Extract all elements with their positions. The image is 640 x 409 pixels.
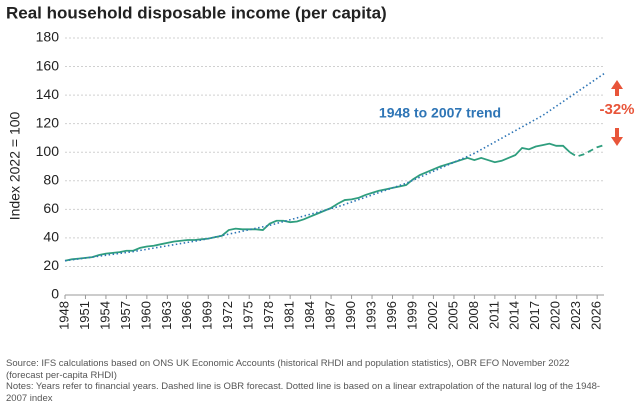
x-tick-label: 1969 [200, 301, 215, 330]
x-tick-label: 1993 [363, 301, 378, 330]
x-tick-label: 2026 [589, 301, 604, 330]
annotation: -32% [599, 101, 634, 118]
x-tick-label: 1957 [118, 301, 133, 330]
x-tick-label: 1996 [384, 301, 399, 330]
x-tick-label: 1954 [97, 301, 112, 330]
x-tick-label: 2023 [568, 301, 583, 330]
x-tick-label: 1978 [261, 301, 276, 330]
x-tick-label: 2017 [527, 301, 542, 330]
chart-title: Real household disposable income (per ca… [6, 3, 387, 22]
arrows [611, 80, 623, 146]
x-tick-label: 1981 [282, 301, 297, 330]
x-tick-label: 2002 [425, 301, 440, 330]
y-tick-label: 100 [36, 143, 60, 159]
annotation: 1948 to 2007 trend [379, 105, 501, 121]
y-tick-label: 0 [51, 286, 59, 302]
x-tick-label: 1987 [323, 301, 338, 330]
y-tick-label: 140 [36, 86, 60, 102]
chart: Real household disposable income (per ca… [6, 3, 635, 330]
x-tick-label: 1972 [220, 301, 235, 330]
y-tick-label: 60 [43, 200, 59, 216]
x-tick-label: 1975 [241, 301, 256, 330]
notes: Source: IFS calculations based on ONS UK… [6, 358, 606, 404]
x-tick-label: 2008 [466, 301, 481, 330]
x-tick-label: 1966 [179, 301, 194, 330]
x-tick-label: 1960 [138, 301, 153, 330]
x-tick-label: 1990 [343, 301, 358, 330]
notes-note: Notes: Years refer to financial years. D… [6, 381, 601, 404]
x-tick-label: 2014 [507, 301, 522, 330]
x-tick-label: 1951 [77, 301, 92, 330]
line-dashed [569, 144, 605, 158]
arrow-down [611, 128, 623, 146]
source-note: Source: IFS calculations based on ONS UK… [6, 358, 570, 381]
y-tick-label: 20 [43, 257, 59, 273]
x-tick-label: 1984 [302, 301, 317, 330]
line-dotted [64, 73, 605, 262]
y-tick-label: 80 [43, 171, 59, 187]
y-tick-label: 180 [36, 29, 60, 45]
x-tick-label: 2005 [445, 301, 460, 330]
arrow-up [611, 80, 623, 96]
x-tick-label: 2020 [548, 301, 563, 330]
x-tick-label: 1963 [159, 301, 174, 330]
x-tick-label: 2011 [486, 301, 501, 329]
x-tick-label: 1999 [404, 301, 419, 330]
y-tick-label: 120 [36, 114, 60, 130]
line-solid [64, 142, 571, 262]
y-axis-label: Index 2022 = 100 [7, 111, 23, 220]
y-tick-label: 40 [43, 229, 59, 245]
x-tick-label: 1948 [56, 301, 71, 330]
y-tick-label: 160 [36, 57, 60, 73]
